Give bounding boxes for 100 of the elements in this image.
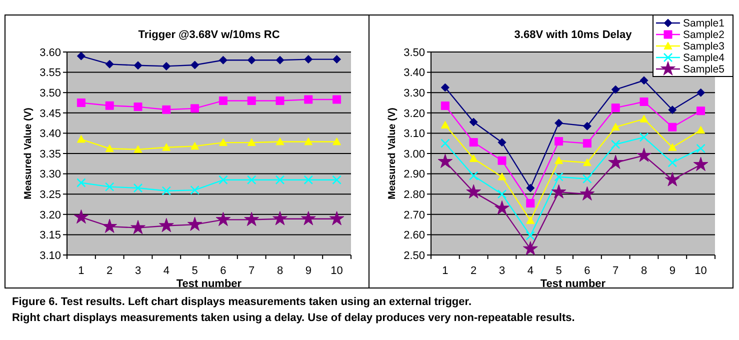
point [668,106,677,114]
point [247,96,256,105]
point [304,137,313,146]
point [187,216,202,231]
x-tick-label: 5 [192,265,198,277]
point [696,88,706,97]
point [105,101,114,110]
point [438,154,453,168]
point [244,212,260,226]
point [580,186,595,200]
x-tick-label: 10 [330,265,343,277]
point [133,183,143,193]
point [497,189,507,199]
point [582,174,592,184]
point [158,218,174,232]
point [466,184,482,198]
point [190,104,200,113]
point [105,60,114,68]
point [76,98,86,107]
y-tick-label: 3.20 [40,209,61,222]
point [611,85,620,94]
y-tick-label: 2.70 [404,209,425,222]
point [522,241,538,256]
point [526,231,536,240]
y-tick-label: 3.10 [404,128,425,140]
x-tick-label: 2 [106,265,113,277]
point [611,104,620,112]
point [664,172,680,186]
point [74,209,89,224]
point [332,95,342,104]
point [190,60,200,70]
point [134,145,142,153]
y-axis-title: Measured Value (V) [23,108,34,200]
point [640,76,648,85]
y-tick-label: 2.80 [404,188,425,201]
point [696,126,706,134]
x-tick-label: 2 [470,265,477,277]
point [247,56,256,64]
point [582,122,592,130]
x-tick-label: 6 [584,265,590,277]
point [76,178,86,188]
point [304,175,314,185]
point [469,138,478,147]
point [469,154,478,162]
y-tick-label: 3.45 [40,108,61,120]
x-tick-label: 1 [442,265,448,277]
point [216,212,231,226]
point [554,156,564,164]
text: Right chart displays measurements taken using a delay. Use of delay produces very non-repeatable results. [12,312,575,324]
point [639,132,649,142]
point [610,140,620,150]
point [554,137,564,146]
point [190,142,200,150]
x-tick-label: 7 [248,265,255,277]
point [105,144,114,152]
y-tick-label: 3.25 [40,188,61,201]
point [582,139,592,148]
x-tick-label: 8 [640,265,648,277]
x-tick-label: 4 [527,265,534,277]
point [218,56,228,64]
x-tick-label: 5 [556,265,562,277]
y-tick-label: 3.60 [40,46,61,59]
x-tick-label: 4 [163,265,170,277]
point [440,120,450,129]
point [696,106,706,116]
point [162,143,171,151]
y-tick-label: 3.50 [40,87,61,100]
chart-title: Trigger @3.68V w/10ms RC [138,29,280,41]
y-tick-label: 2.60 [404,230,425,242]
point [608,154,624,169]
point [300,211,316,226]
point [102,218,118,233]
x-tick-label: 9 [669,265,676,277]
point [440,83,450,92]
point [162,186,172,196]
point [134,61,142,70]
point [246,175,256,185]
point [304,55,313,64]
chart-title: 3.68V with 10ms Delay [514,29,633,41]
x-tick-label: 6 [220,265,226,277]
x-tick-label: 3 [498,265,506,277]
point [247,138,256,146]
point [76,52,86,60]
point [332,137,342,146]
x-tick-label: 3 [134,265,142,277]
y-tick-label: 3.40 [40,128,61,140]
y-tick-label: 2.50 [404,250,425,262]
point [304,95,313,104]
point [469,118,478,126]
point [526,184,535,192]
y-tick-label: 3.10 [40,250,61,262]
y-tick-label: 3.35 [40,148,61,160]
y-tick-label: 2.90 [404,168,425,181]
point [162,62,171,70]
point [134,102,142,112]
point [218,138,228,146]
point [332,55,342,64]
x-tick-label: 9 [305,265,312,277]
point [329,211,344,226]
point [440,138,450,148]
